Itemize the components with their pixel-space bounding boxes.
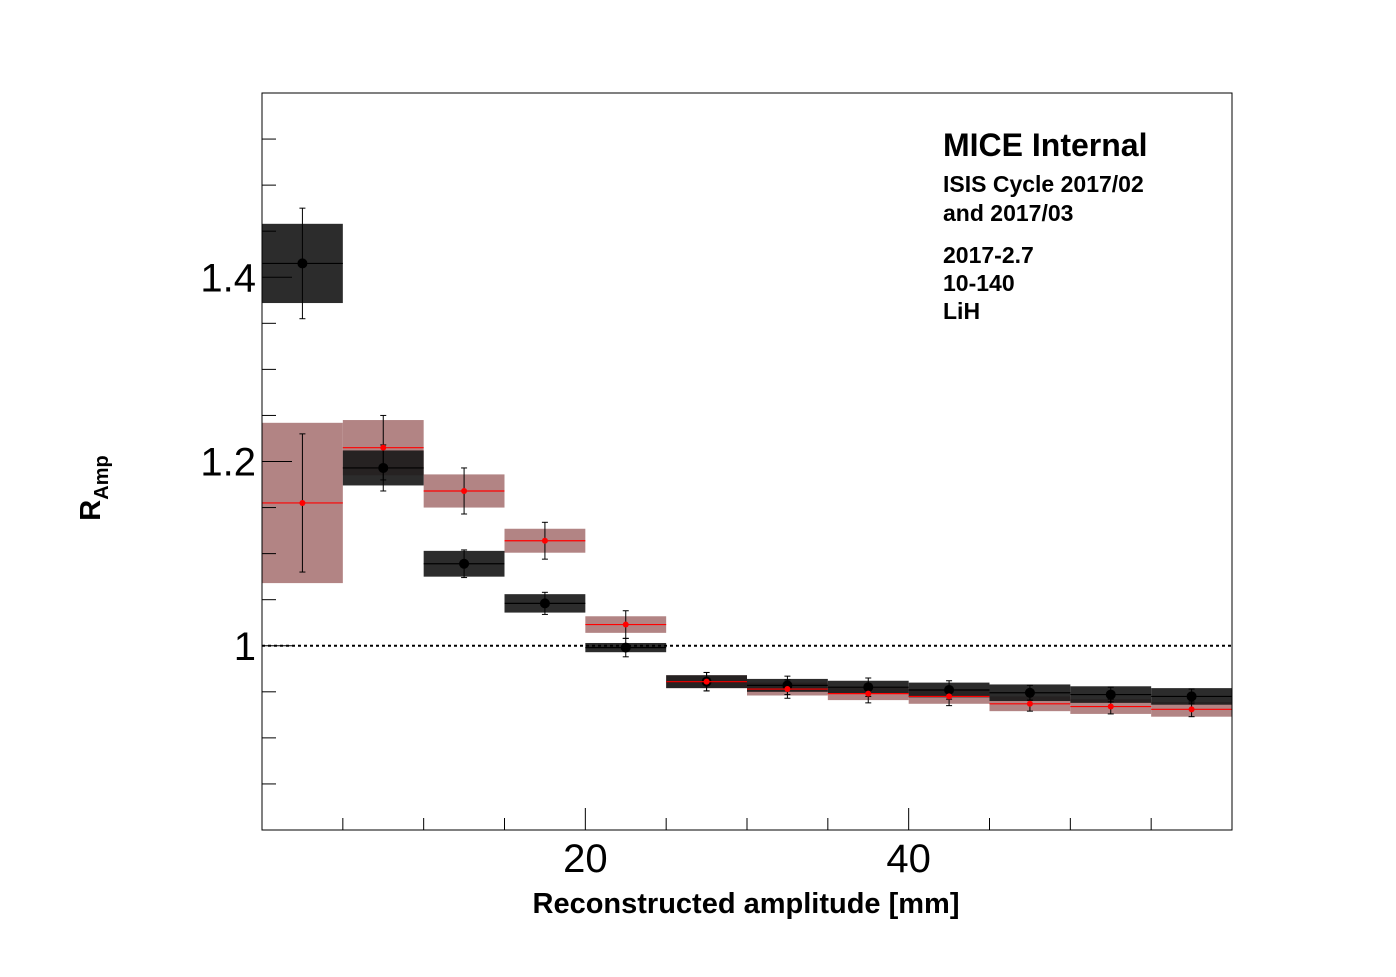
x-tick-label: 20 bbox=[563, 837, 608, 881]
y-axis-label-main: R bbox=[75, 500, 107, 521]
data-point-black bbox=[459, 558, 470, 569]
axis-ticks bbox=[262, 138, 1152, 830]
data-point-red bbox=[461, 487, 468, 494]
data-point-red bbox=[1107, 703, 1114, 710]
y-tick-label: 1.4 bbox=[200, 256, 256, 300]
data-point-red bbox=[865, 690, 872, 697]
annotation-line4: 10-140 bbox=[943, 270, 1015, 296]
data-points bbox=[262, 207, 1232, 718]
annotation-title: MICE Internal bbox=[943, 127, 1147, 163]
data-point-red bbox=[541, 537, 548, 544]
annotation-line2: and 2017/03 bbox=[943, 200, 1073, 226]
legend-annotation: MICE Internal ISIS Cycle 2017/02 and 201… bbox=[943, 127, 1147, 324]
data-point-red bbox=[380, 444, 387, 451]
annotation-line5: LiH bbox=[943, 298, 980, 324]
y-axis-label-subscript: Amp bbox=[91, 455, 113, 499]
annotation-line3: 2017-2.7 bbox=[943, 242, 1034, 268]
annotation-line1: ISIS Cycle 2017/02 bbox=[943, 171, 1144, 197]
data-point-red bbox=[299, 499, 306, 506]
data-point-black bbox=[539, 598, 550, 609]
tick-labels: 20 40 1 1.2 1.4 bbox=[200, 256, 931, 881]
data-point-black bbox=[620, 642, 631, 653]
y-tick-label: 1 bbox=[234, 625, 256, 669]
x-tick-label: 40 bbox=[886, 837, 931, 881]
y-tick-label: 1.2 bbox=[200, 441, 256, 485]
data-point-red bbox=[1026, 700, 1033, 707]
data-point-black bbox=[1105, 689, 1116, 700]
data-point-red bbox=[1188, 706, 1195, 713]
data-point-red bbox=[622, 621, 629, 628]
data-point-black bbox=[1186, 691, 1197, 702]
data-point-red bbox=[946, 693, 953, 700]
x-axis-label: Reconstructed amplitude [mm] bbox=[533, 888, 960, 920]
data-point-black bbox=[1024, 687, 1035, 698]
data-point-red bbox=[703, 678, 710, 685]
y-axis-label: RAmp bbox=[75, 455, 113, 520]
data-point-black bbox=[297, 258, 308, 269]
data-point-red bbox=[784, 686, 791, 693]
